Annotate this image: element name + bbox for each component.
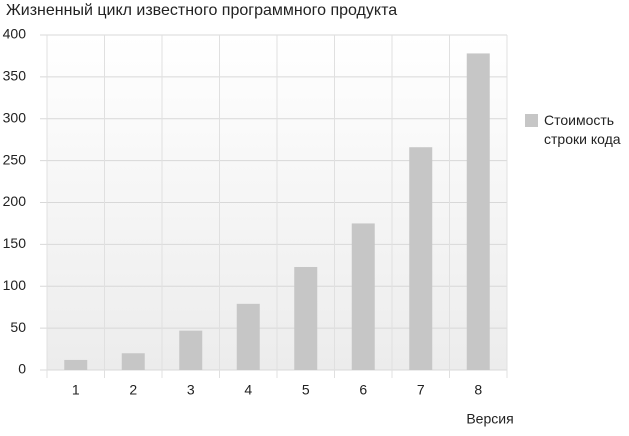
bar (409, 147, 433, 370)
bar (466, 53, 490, 371)
y-tick-label: 50 (10, 319, 26, 335)
bar (179, 330, 203, 370)
x-tick-label: 8 (474, 382, 482, 398)
x-tick-label: 4 (244, 382, 252, 398)
y-tick-label: 150 (3, 235, 27, 251)
legend-label: Стоимость строки кода (544, 112, 621, 147)
y-tick-label: 200 (3, 193, 27, 209)
y-tick-label: 400 (3, 26, 27, 42)
x-tick-label: 3 (187, 382, 195, 398)
chart-title: Жизненный цикл известного программного п… (6, 2, 397, 19)
y-tick-label: 350 (3, 68, 27, 84)
bar (294, 266, 318, 370)
legend-swatch (525, 114, 538, 127)
x-tick-label: 7 (417, 382, 425, 398)
x-tick-label: 1 (72, 382, 80, 398)
bar (121, 353, 145, 370)
x-tick-label: 5 (302, 382, 310, 398)
y-tick-label: 100 (3, 277, 27, 293)
bar (236, 303, 260, 370)
x-axis-label: Версия (466, 411, 513, 427)
bar (351, 223, 375, 370)
y-tick-label: 0 (18, 361, 26, 377)
x-tick-label: 6 (359, 382, 367, 398)
bar (64, 359, 88, 370)
y-tick-label: 300 (3, 109, 27, 125)
x-tick-label: 2 (129, 382, 137, 398)
y-tick-label: 250 (3, 151, 27, 167)
